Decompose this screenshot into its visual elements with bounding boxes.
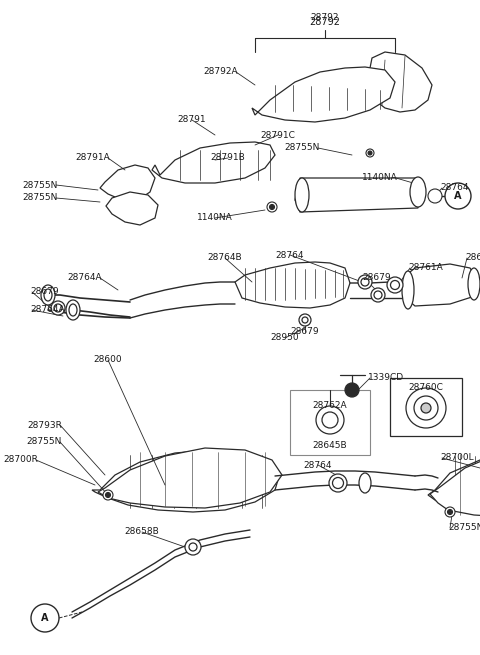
Polygon shape [368, 52, 432, 112]
Text: 28650B: 28650B [465, 253, 480, 263]
Text: 1140NA: 1140NA [197, 214, 233, 223]
Text: 28762A: 28762A [312, 400, 348, 409]
Circle shape [106, 493, 110, 498]
Text: 28764A: 28764A [30, 305, 65, 314]
Text: 28791A: 28791A [75, 153, 110, 162]
Text: 28791: 28791 [178, 115, 206, 124]
Ellipse shape [69, 304, 77, 316]
Polygon shape [152, 142, 275, 183]
Circle shape [366, 149, 374, 157]
Text: 28755N: 28755N [23, 193, 58, 202]
Text: 1339CD: 1339CD [368, 373, 404, 383]
Text: 28764: 28764 [440, 183, 468, 193]
Ellipse shape [66, 300, 80, 320]
Circle shape [103, 490, 113, 500]
Text: 28764B: 28764B [208, 253, 242, 263]
Circle shape [51, 301, 65, 315]
Ellipse shape [358, 275, 372, 289]
Circle shape [445, 183, 471, 209]
Text: 28755N: 28755N [23, 181, 58, 189]
Text: 28792: 28792 [311, 14, 339, 22]
Text: 28950: 28950 [271, 333, 300, 343]
Text: 28679: 28679 [30, 288, 59, 297]
Circle shape [299, 314, 311, 326]
Ellipse shape [41, 285, 55, 305]
Circle shape [406, 388, 446, 428]
Circle shape [445, 507, 455, 517]
Text: 28791B: 28791B [211, 153, 245, 162]
Text: A: A [41, 613, 49, 623]
Circle shape [316, 406, 344, 434]
Bar [290, 390, 370, 455]
Text: 28791C: 28791C [261, 130, 295, 140]
Circle shape [31, 604, 59, 632]
Text: 28679: 28679 [362, 274, 391, 282]
Text: 28792A: 28792A [204, 67, 238, 77]
Polygon shape [428, 453, 480, 513]
Text: 28761A: 28761A [408, 263, 443, 272]
Text: 28755N: 28755N [448, 523, 480, 533]
Ellipse shape [410, 177, 426, 207]
Ellipse shape [333, 477, 344, 489]
Text: 28700R: 28700R [3, 455, 38, 464]
Text: 28793R: 28793R [27, 421, 62, 430]
Polygon shape [100, 165, 155, 200]
Text: 28700L: 28700L [440, 453, 474, 462]
Bar [390, 378, 462, 436]
Ellipse shape [329, 474, 347, 492]
Circle shape [421, 403, 431, 413]
Ellipse shape [44, 289, 52, 301]
Polygon shape [92, 450, 280, 512]
Text: 28658B: 28658B [125, 527, 159, 536]
Ellipse shape [468, 268, 480, 300]
Text: 28764A: 28764A [67, 274, 102, 282]
Text: 28764: 28764 [304, 460, 332, 470]
Circle shape [322, 412, 338, 428]
Polygon shape [235, 262, 350, 308]
Circle shape [374, 291, 382, 299]
Text: 28679: 28679 [291, 328, 319, 337]
Circle shape [54, 304, 62, 312]
Polygon shape [404, 264, 478, 306]
Polygon shape [295, 178, 420, 212]
Circle shape [269, 204, 275, 210]
Circle shape [302, 317, 308, 323]
Text: 28764: 28764 [276, 250, 304, 259]
Ellipse shape [295, 178, 309, 212]
Circle shape [189, 543, 197, 551]
Polygon shape [430, 451, 480, 517]
Ellipse shape [428, 189, 442, 203]
Text: 1140NA: 1140NA [362, 174, 398, 183]
Circle shape [414, 396, 438, 420]
Ellipse shape [361, 278, 369, 286]
Ellipse shape [391, 280, 399, 290]
Circle shape [185, 539, 201, 555]
Circle shape [371, 288, 385, 302]
Text: 28600: 28600 [94, 356, 122, 364]
Circle shape [447, 510, 453, 514]
Circle shape [345, 383, 359, 397]
Text: 28760C: 28760C [408, 383, 444, 392]
Polygon shape [252, 67, 395, 122]
Ellipse shape [387, 277, 403, 293]
Text: 28645B: 28645B [312, 441, 348, 449]
Circle shape [267, 202, 277, 212]
Text: 28792: 28792 [310, 17, 340, 27]
Polygon shape [106, 192, 158, 225]
Text: A: A [454, 191, 462, 201]
Ellipse shape [359, 473, 371, 493]
Circle shape [368, 151, 372, 155]
Text: 28755N: 28755N [26, 438, 62, 447]
Ellipse shape [402, 271, 414, 309]
Text: 28755N: 28755N [285, 143, 320, 153]
Polygon shape [98, 448, 282, 508]
